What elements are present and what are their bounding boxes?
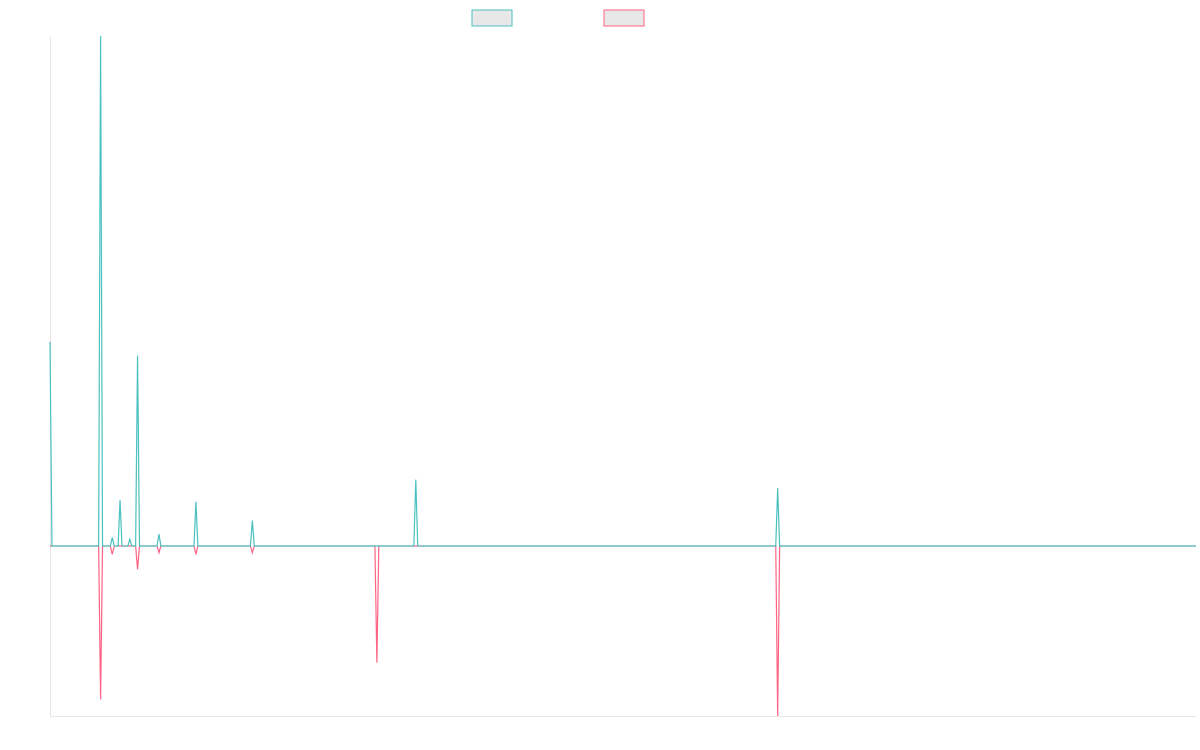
legend-swatch-series-1[interactable]: [471, 9, 513, 27]
series-layer: [49, 35, 1196, 717]
series-2-line: [50, 545, 1196, 717]
legend-swatch-series-2[interactable]: [603, 9, 645, 27]
series-1-line: [49, 35, 1196, 547]
